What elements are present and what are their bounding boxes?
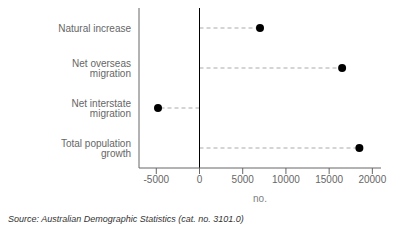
svg-text:Natural increase: Natural increase [58,23,131,34]
svg-text:0: 0 [197,174,203,185]
svg-text:-5000: -5000 [143,174,169,185]
svg-text:20000: 20000 [358,174,386,185]
svg-text:Net interstatemigration: Net interstatemigration [72,98,132,119]
svg-text:Total populationgrowth: Total populationgrowth [61,138,131,159]
svg-text:10000: 10000 [272,174,300,185]
svg-text:Net overseasmigration: Net overseasmigration [72,58,131,79]
svg-text:15000: 15000 [315,174,343,185]
html-text:Source: Australian Demographic: Source: Australian Demographic Statistic… [8,214,244,224]
svg-text:5000: 5000 [232,174,255,185]
svg-text:no.: no. [253,193,267,204]
